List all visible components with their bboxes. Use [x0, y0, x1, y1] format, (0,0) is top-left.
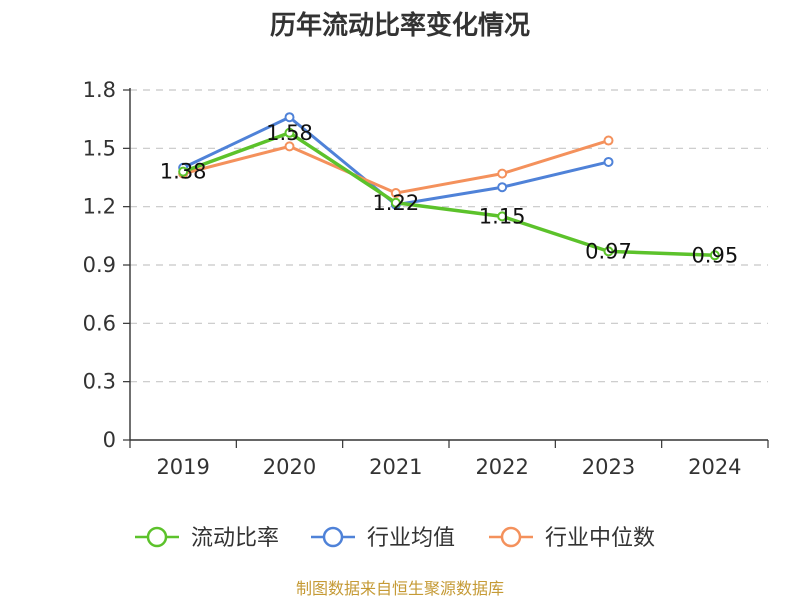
- data-point: [497, 182, 508, 193]
- data-label: 1.58: [266, 121, 313, 145]
- data-label: 0.95: [691, 243, 738, 267]
- source-note: 制图数据来自恒生聚源数据库: [296, 579, 504, 598]
- data-label: 1.38: [160, 160, 207, 184]
- data-point: [390, 197, 401, 208]
- axes: [129, 88, 768, 441]
- data-point: [497, 211, 508, 222]
- y-tick-label: 0: [103, 428, 116, 452]
- x-tick-label: 2023: [582, 455, 635, 479]
- data-point: [603, 156, 614, 167]
- data-point: [390, 188, 401, 199]
- grid-lines: [130, 89, 768, 383]
- data-point: [178, 166, 189, 177]
- x-axis-ticks: 2019 2020 2021 2022 2023 2024: [129, 440, 769, 479]
- data-label: 0.97: [585, 239, 632, 263]
- y-tick-label: 1.8: [83, 78, 116, 102]
- legend-item-0[interactable]: 流动比率: [135, 526, 279, 551]
- y-axis-ticks: 0 0.3 0.6 0.9 1.2 1.5 1.8: [83, 78, 130, 452]
- legend-marker: [500, 526, 522, 548]
- legend-label: 行业中位数: [545, 526, 655, 551]
- data-point: [284, 141, 295, 152]
- y-tick-label: 1.2: [83, 195, 116, 219]
- x-tick-label: 2024: [688, 455, 741, 479]
- y-tick-label: 0.6: [83, 311, 116, 335]
- chart-title: 历年流动比率变化情况: [270, 10, 530, 41]
- data-labels: 1.38 1.58 1.22 1.15 0.97 0.95: [160, 121, 738, 268]
- x-tick-label: 2022: [475, 455, 528, 479]
- legend-item-2[interactable]: 行业中位数: [489, 526, 655, 551]
- legend-label: 行业均值: [367, 526, 455, 551]
- legend-item-1[interactable]: 行业均值: [311, 526, 455, 551]
- data-label: 1.22: [372, 191, 419, 215]
- legend-marker: [322, 526, 344, 548]
- legend-label: 流动比率: [191, 526, 279, 551]
- y-tick-label: 0.9: [83, 253, 116, 277]
- data-point: [603, 135, 614, 146]
- legend: 流动比率 行业均值 行业中位数: [135, 526, 655, 551]
- x-tick-label: 2021: [369, 455, 422, 479]
- series-line-0: [182, 131, 715, 258]
- series-lines: [178, 112, 720, 261]
- legend-marker: [146, 526, 168, 548]
- x-tick-label: 2019: [156, 455, 209, 479]
- y-tick-label: 0.3: [83, 370, 116, 394]
- data-label: 1.15: [479, 204, 526, 228]
- data-point: [284, 112, 295, 123]
- data-point: [709, 250, 720, 261]
- y-tick-label: 1.5: [83, 136, 116, 160]
- data-point: [603, 246, 614, 257]
- data-point: [497, 168, 508, 179]
- x-tick-label: 2020: [263, 455, 316, 479]
- data-point: [284, 127, 295, 138]
